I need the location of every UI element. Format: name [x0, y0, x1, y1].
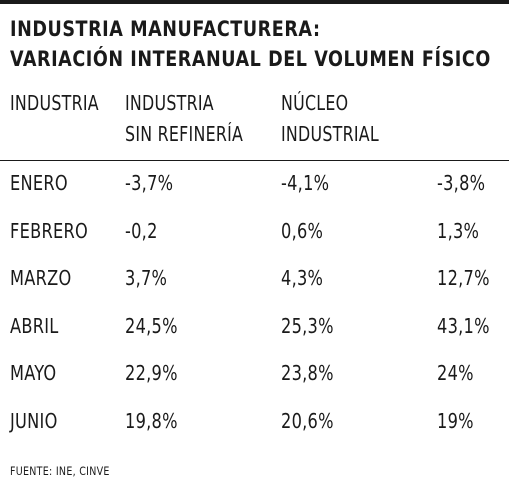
month-cell: MARZO [10, 266, 72, 291]
month-cell: ABRIL [10, 313, 59, 338]
table-row: MARZO 3,7% 4,3% 12,7% [0, 263, 509, 311]
table-row: JUNIO 19,8% 20,6% 19% [0, 406, 509, 454]
industria-sin-refineria-cell: -0,2 [125, 218, 158, 243]
nucleo-industrial-cell: 25,3% [281, 313, 334, 338]
table-row: MAYO 22,9% 23,8% 24% [0, 358, 509, 406]
table-body: ENERO -3,7% -4,1% -3,8% FEBRERO -0,2 0,6… [0, 168, 509, 454]
header-industria-sin-refineria: INDUSTRIA SIN REFINERÍA [125, 91, 244, 146]
col4-cell: -3,8% [437, 171, 486, 195]
source-note: FUENTE: INE, CINVE [10, 464, 110, 478]
month-cell: MAYO [10, 361, 57, 386]
title-line-1: INDUSTRIA MANUFACTURERA: [10, 17, 321, 41]
table-row: ENERO -3,7% -4,1% -3,8% [0, 168, 509, 216]
nucleo-industrial-cell: 0,6% [281, 218, 324, 243]
nucleo-industrial-cell: -4,1% [281, 171, 330, 195]
header-divider [0, 160, 509, 161]
title-line-2: VARIACIÓN INTERANUAL DEL VOLUMEN FÍSICO [10, 47, 491, 71]
header-nucleo-industrial: NÚCLEO INDUSTRIAL [281, 91, 379, 146]
col4-cell: 19% [437, 408, 474, 433]
month-cell: ENERO [10, 171, 68, 195]
industria-sin-refineria-cell: 24,5% [125, 313, 178, 338]
month-cell: FEBRERO [10, 218, 89, 243]
table-header: INDUSTRIA INDUSTRIA SIN REFINERÍA NÚCLEO… [0, 88, 509, 160]
industria-sin-refineria-cell: 19,8% [125, 408, 178, 433]
table-row: FEBRERO -0,2 0,6% 1,3% [0, 216, 509, 264]
table-title: INDUSTRIA MANUFACTURERA: VARIACIÓN INTER… [10, 14, 491, 74]
top-rule [0, 0, 509, 4]
col4-cell: 1,3% [437, 218, 480, 243]
col4-cell: 24% [437, 361, 474, 386]
col4-cell: 43,1% [437, 313, 490, 338]
industria-sin-refineria-cell: 3,7% [125, 266, 168, 291]
industria-sin-refineria-cell: -3,7% [125, 171, 174, 195]
industria-sin-refineria-cell: 22,9% [125, 361, 178, 386]
nucleo-industrial-cell: 20,6% [281, 408, 334, 433]
table-row: ABRIL 24,5% 25,3% 43,1% [0, 311, 509, 359]
nucleo-industrial-cell: 23,8% [281, 361, 334, 386]
header-industria: INDUSTRIA [10, 91, 99, 115]
month-cell: JUNIO [10, 408, 58, 433]
nucleo-industrial-cell: 4,3% [281, 266, 324, 291]
col4-cell: 12,7% [437, 266, 490, 291]
